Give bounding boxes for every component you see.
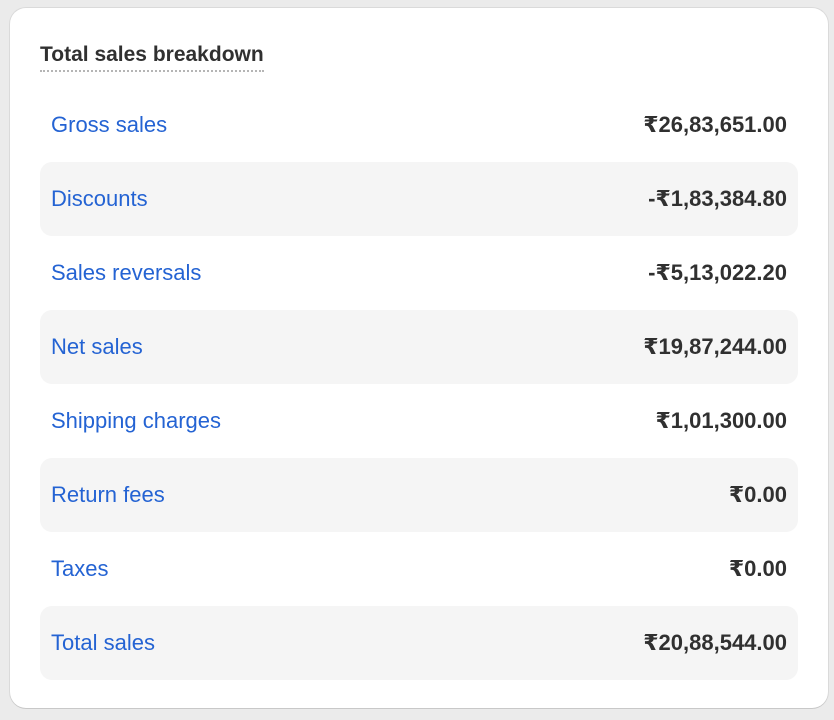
row-sales-reversals: Sales reversals -₹5,13,022.20 [40,236,798,310]
shipping-charges-link[interactable]: Shipping charges [51,408,222,433]
taxes-value: ₹0.00 [728,556,787,581]
row-total-sales: Total sales ₹20,88,544.00 [40,606,798,680]
sales-reversals-value: -₹5,13,022.20 [648,260,787,285]
gross-sales-link[interactable]: Gross sales [51,112,168,137]
row-gross-sales: Gross sales ₹26,83,651.00 [40,88,798,162]
gross-sales-value: ₹26,83,651.00 [643,112,787,137]
row-shipping-charges: Shipping charges ₹1,01,300.00 [40,384,798,458]
return-fees-link[interactable]: Return fees [51,482,165,507]
row-discounts: Discounts -₹1,83,384.80 [40,162,798,236]
row-taxes: Taxes ₹0.00 [40,532,798,606]
shipping-charges-value: ₹1,01,300.00 [655,408,787,433]
total-sales-link[interactable]: Total sales [51,630,155,655]
card-title[interactable]: Total sales breakdown [40,41,264,72]
sales-reversals-link[interactable]: Sales reversals [51,260,202,285]
return-fees-value: ₹0.00 [728,482,787,507]
net-sales-value: ₹19,87,244.00 [643,334,787,359]
row-net-sales: Net sales ₹19,87,244.00 [40,310,798,384]
net-sales-link[interactable]: Net sales [51,334,143,359]
breakdown-list: Gross sales ₹26,83,651.00 Discounts -₹1,… [40,88,798,680]
discounts-link[interactable]: Discounts [51,186,148,211]
total-sales-value: ₹20,88,544.00 [643,630,787,655]
discounts-value: -₹1,83,384.80 [648,186,787,211]
total-sales-breakdown-card: Total sales breakdown Gross sales ₹26,83… [10,8,828,708]
taxes-link[interactable]: Taxes [51,556,109,581]
row-return-fees: Return fees ₹0.00 [40,458,798,532]
